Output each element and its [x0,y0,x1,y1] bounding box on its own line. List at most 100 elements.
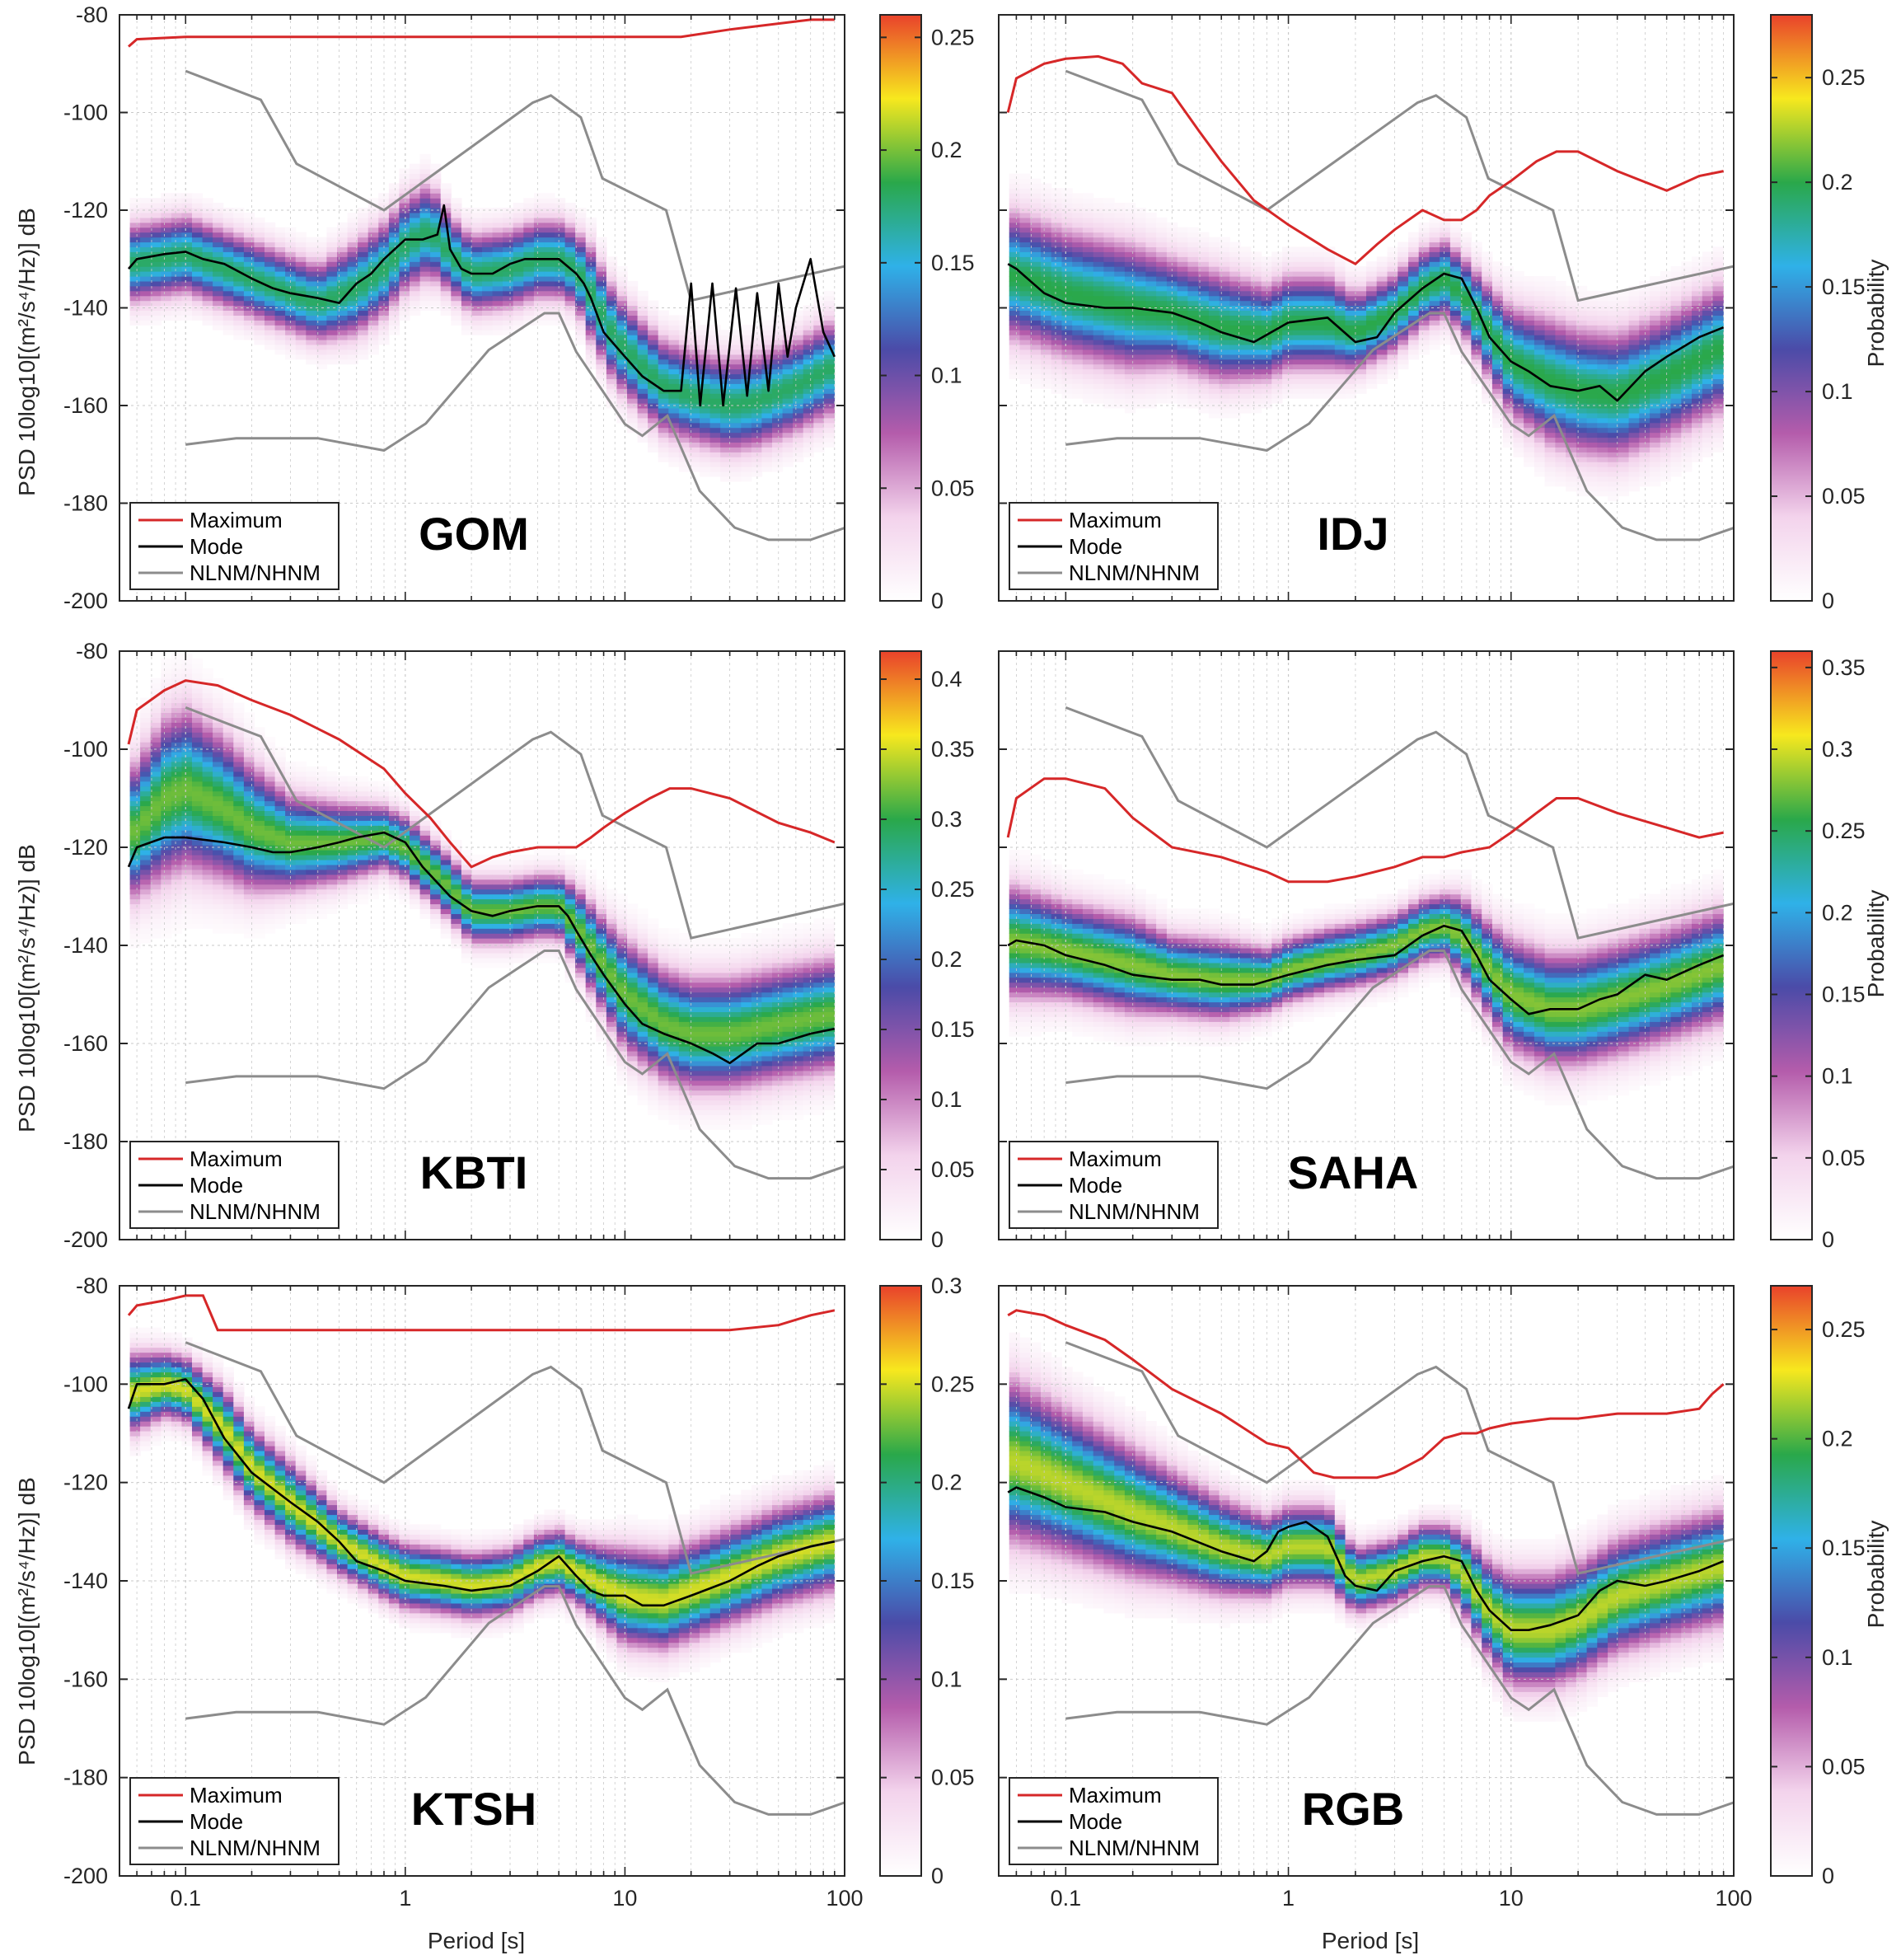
heatmap-cell [1471,373,1482,379]
heatmap-cell [503,310,514,316]
heatmap-cell [823,315,836,321]
heatmap-cell [140,222,152,228]
heatmap-cell [171,918,183,924]
heatmap-cell [1187,256,1199,262]
heatmap-cell [1229,368,1241,375]
heatmap-cell [1418,261,1430,267]
heatmap-cell [1660,452,1672,457]
heatmap-cell [564,217,576,223]
heatmap-cell [730,335,742,340]
heatmap-cell [1524,417,1535,424]
heatmap-cell [1387,325,1398,331]
heatmap-cell [368,290,379,297]
heatmap-cell [1250,383,1262,389]
heatmap-cell [751,344,763,350]
heatmap-cell [233,208,245,213]
heatmap-cell [1103,237,1115,243]
heatmap-cell [150,290,162,297]
heatmap-cell [668,378,680,384]
heatmap-cell [388,188,400,194]
heatmap-cell [482,276,494,282]
heatmap-cell [1418,310,1430,316]
heatmap-cell [637,330,648,335]
heatmap-cell [1449,256,1462,262]
heatmap-cell [1177,363,1188,370]
heatmap-cell [274,227,286,233]
heatmap-cell [1502,315,1514,321]
heatmap-cell [347,300,358,307]
heatmap-cell [596,261,607,267]
heatmap-cell [378,285,390,292]
heatmap-cell [803,349,814,355]
heatmap-cell [1533,295,1546,302]
heatmap-cell [1618,315,1630,321]
heatmap-cell [1356,280,1367,287]
heatmap-cell [1502,368,1514,375]
heatmap-cell [720,398,732,404]
heatmap-cell [430,276,442,282]
heatmap-cell [1156,295,1168,302]
heatmap-cell [700,471,711,477]
heatmap-cell [1019,285,1031,292]
maximum-line [128,18,835,48]
heatmap-cell [1524,300,1535,307]
heatmap-cell [399,261,410,267]
heatmap-cell [1114,349,1126,355]
heatmap-cell [337,276,349,282]
heatmap-cell [1555,452,1566,457]
heatmap-cell [1524,462,1535,467]
heatmap-cell [1429,271,1440,277]
heatmap-cell [1586,330,1598,335]
heatmap-cell [544,315,555,321]
heatmap-cell [709,467,721,472]
heatmap-cell [140,717,152,723]
heatmap-cell [1072,305,1084,311]
heatmap-cell [803,359,814,365]
heatmap-cell [1650,432,1661,438]
heatmap-cell [575,310,587,316]
heatmap-cell [772,422,784,429]
heatmap-cell [772,383,784,389]
heatmap-cell [1041,217,1052,223]
heatmap-cell [1061,383,1073,389]
heatmap-cell [1555,330,1566,335]
heatmap-cell [544,285,555,292]
heatmap-cell [637,393,648,399]
heatmap-cell [1544,373,1556,379]
heatmap-cell [1177,300,1188,307]
heatmap-cell [471,300,483,307]
heatmap-cell [1576,354,1588,360]
heatmap-cell [1566,363,1577,370]
heatmap-cell [555,217,566,223]
heatmap-cell [1019,246,1031,252]
heatmap-cell [358,325,369,331]
heatmap-cell [161,761,172,767]
heatmap-cell [720,452,732,457]
heatmap-cell [793,447,804,452]
heatmap-cell [1502,412,1514,419]
heatmap-cell [1250,373,1262,379]
heatmap-cell [627,305,639,311]
heatmap-cell [181,300,193,307]
heatmap-cell [161,232,172,238]
heatmap-cell [1198,237,1210,243]
heatmap-cell [1093,344,1104,350]
heatmap-cell [1398,335,1409,340]
heatmap-cell [1103,251,1115,257]
heatmap-cell [1555,447,1566,452]
heatmap-cell [1124,349,1136,355]
heatmap-cell [129,790,141,797]
heatmap-cell [1061,251,1073,257]
heatmap-cell [129,300,141,307]
heatmap-cell [1618,442,1630,448]
heatmap-cell [129,320,141,326]
heatmap-cell [1229,378,1241,384]
heatmap-cell [1597,437,1608,443]
heatmap-cell [1628,300,1640,307]
heatmap-cell [668,373,680,379]
heatmap-cell [1586,471,1598,477]
heatmap-cell [1219,285,1230,292]
heatmap-cell [1324,310,1336,316]
heatmap-cell [813,437,825,443]
heatmap-cell [1376,266,1388,272]
